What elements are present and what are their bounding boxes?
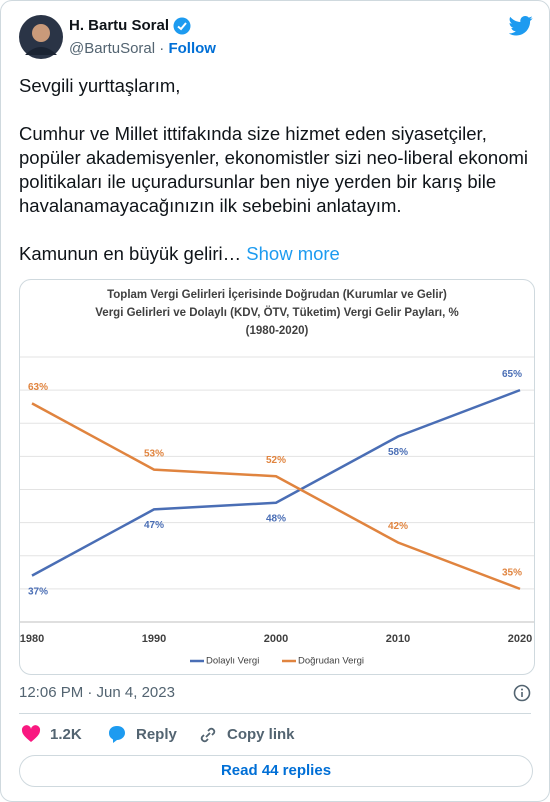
teaser-text: Kamunun en büyük geliri… bbox=[19, 243, 242, 264]
x-tick-label: 1980 bbox=[20, 633, 44, 645]
like-icon[interactable] bbox=[21, 725, 41, 743]
separator: · bbox=[159, 40, 165, 57]
follow-link[interactable]: Follow bbox=[168, 40, 216, 57]
series-line bbox=[31, 402, 521, 591]
data-label: 48% bbox=[266, 513, 286, 524]
x-tick-label: 2010 bbox=[386, 633, 410, 645]
x-tick-label: 2000 bbox=[264, 633, 288, 645]
tweet-greeting: Sevgili yurttaşlarım, bbox=[19, 75, 181, 96]
timestamp[interactable]: 12:06 PM · Jun 4, 2023 bbox=[19, 684, 175, 701]
data-label: 35% bbox=[502, 568, 522, 579]
chart-title: Toplam Vergi Gelirleri İçerisinde Doğrud… bbox=[107, 288, 447, 301]
data-label: 65% bbox=[502, 369, 522, 380]
show-more[interactable]: Show more bbox=[246, 243, 340, 264]
data-label: 58% bbox=[388, 447, 408, 458]
link-icon[interactable] bbox=[198, 725, 218, 745]
legend-label: Doğrudan Vergi bbox=[298, 656, 364, 667]
chart-title: Vergi Gelirleri ve Dolaylı (KDV, ÖTV, Tü… bbox=[95, 306, 458, 319]
data-label: 52% bbox=[266, 455, 286, 466]
data-label: 37% bbox=[28, 586, 48, 597]
data-label: 42% bbox=[388, 521, 408, 532]
data-label: 53% bbox=[144, 448, 164, 459]
legend-label: Dolaylı Vergi bbox=[206, 656, 259, 667]
x-tick-label: 2020 bbox=[508, 633, 532, 645]
read-replies-button[interactable]: Read 44 replies bbox=[19, 755, 533, 787]
series-line bbox=[31, 388, 521, 577]
tweet-paragraph: Cumhur ve Millet ittifakında size hizmet… bbox=[19, 123, 529, 216]
x-tick-label: 1990 bbox=[142, 633, 166, 645]
chart[interactable]: Toplam Vergi Gelirleri İçerisinde Doğrud… bbox=[19, 279, 535, 675]
reply-button[interactable]: Reply bbox=[136, 726, 177, 743]
verified-badge bbox=[173, 17, 191, 35]
divider bbox=[19, 713, 531, 714]
data-label: 63% bbox=[28, 382, 48, 393]
chart-title: (1980-2020) bbox=[246, 325, 309, 337]
copy-link[interactable]: Copy link bbox=[227, 726, 295, 743]
info-icon[interactable] bbox=[513, 684, 531, 702]
author-handle[interactable]: @BartuSoral bbox=[69, 40, 156, 57]
reply-icon[interactable] bbox=[107, 724, 127, 744]
author-handle-row: @BartuSoral · Follow bbox=[69, 40, 216, 57]
like-count[interactable]: 1.2K bbox=[50, 726, 82, 743]
avatar[interactable] bbox=[19, 15, 63, 59]
twitter-logo[interactable] bbox=[509, 16, 533, 36]
data-label: 47% bbox=[144, 520, 164, 531]
tweet-teaser: Kamunun en büyük geliri… Show more bbox=[19, 242, 533, 266]
author-name[interactable]: H. Bartu Soral bbox=[69, 17, 170, 34]
